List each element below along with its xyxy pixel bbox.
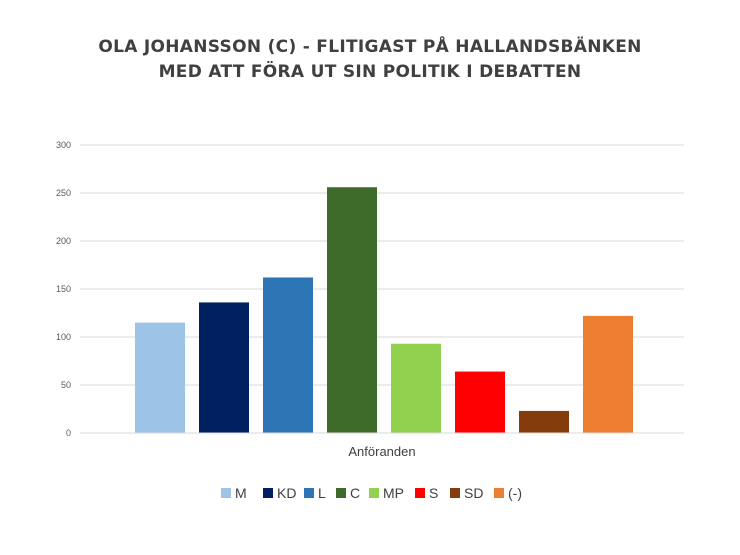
legend-label: (-): [508, 485, 522, 501]
legend-swatch: [415, 488, 425, 498]
y-tick-label: 100: [56, 332, 71, 342]
legend-label: C: [350, 485, 360, 501]
y-tick-label: 50: [61, 380, 71, 390]
y-tick-label: 200: [56, 236, 71, 246]
y-tick-label: 300: [56, 140, 71, 150]
legend-label: S: [429, 485, 438, 501]
bar-l: [263, 277, 313, 433]
legend-swatch: [221, 488, 231, 498]
bar-independent: [583, 315, 633, 433]
legend-swatch: [450, 488, 460, 498]
bar-s: [455, 371, 505, 433]
bars: [135, 187, 633, 433]
legend-swatch: [304, 488, 314, 498]
y-axis-ticks: 0 50 100 150 200 250 300: [56, 140, 71, 438]
y-tick-label: 0: [66, 428, 71, 438]
y-tick-label: 250: [56, 188, 71, 198]
chart-title-line-1: OLA JOHANSSON (C) - FLITIGAST PÅ HALLAND…: [98, 34, 641, 57]
bar-m: [135, 322, 185, 433]
legend: M KD L C MP S SD (-): [221, 485, 522, 501]
y-tick-label: 150: [56, 284, 71, 294]
bar-c: [327, 187, 377, 433]
legend-label: SD: [464, 485, 483, 501]
x-axis-label: Anföranden: [348, 444, 415, 459]
legend-label: KD: [277, 485, 296, 501]
bar-sd: [519, 410, 569, 433]
legend-label: M: [235, 485, 247, 501]
chart-title-line-2: MED ATT FÖRA UT SIN POLITIK I DEBATTEN: [159, 60, 582, 82]
legend-label: L: [318, 485, 326, 501]
bar-mp: [391, 343, 441, 433]
legend-swatch: [494, 488, 504, 498]
legend-swatch: [336, 488, 346, 498]
bar-kd: [199, 302, 249, 433]
legend-swatch: [263, 488, 273, 498]
legend-swatch: [369, 488, 379, 498]
legend-label: MP: [383, 485, 404, 501]
